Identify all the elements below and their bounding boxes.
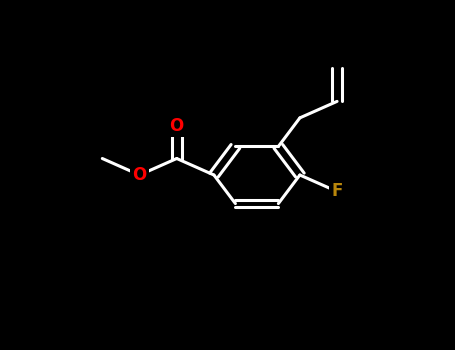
Text: O: O [132, 166, 147, 184]
Text: O: O [170, 117, 184, 134]
Text: F: F [331, 182, 343, 201]
